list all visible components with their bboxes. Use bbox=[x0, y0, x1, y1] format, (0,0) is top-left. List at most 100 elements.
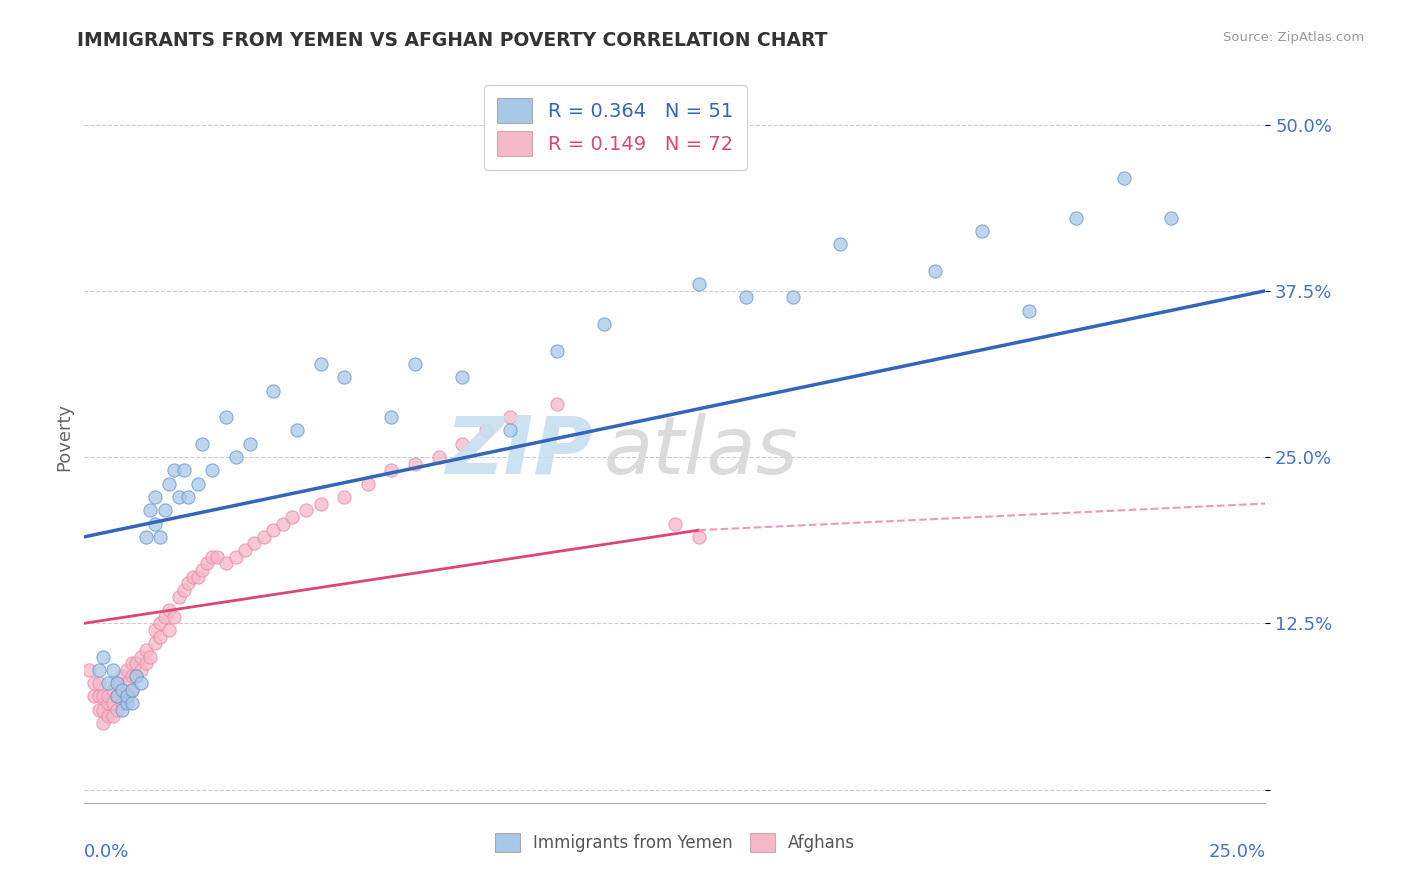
Point bbox=[734, 290, 756, 304]
Point bbox=[215, 410, 238, 425]
Point bbox=[253, 530, 276, 544]
Point bbox=[664, 516, 686, 531]
Point bbox=[91, 703, 114, 717]
Point bbox=[1160, 211, 1182, 225]
Point bbox=[143, 490, 166, 504]
Point bbox=[153, 503, 176, 517]
Point bbox=[782, 290, 804, 304]
Point bbox=[111, 696, 134, 710]
Point bbox=[135, 530, 157, 544]
Point bbox=[262, 523, 284, 537]
Point bbox=[143, 516, 166, 531]
Point bbox=[101, 663, 124, 677]
Point bbox=[121, 682, 143, 697]
Point bbox=[163, 463, 186, 477]
Point bbox=[139, 649, 162, 664]
Legend: Immigrants from Yemen, Afghans: Immigrants from Yemen, Afghans bbox=[486, 824, 863, 860]
Point bbox=[107, 690, 129, 704]
Point bbox=[97, 696, 120, 710]
Point bbox=[380, 410, 402, 425]
Point bbox=[107, 676, 129, 690]
Point bbox=[404, 457, 426, 471]
Point bbox=[125, 656, 148, 670]
Point bbox=[111, 703, 134, 717]
Point bbox=[111, 682, 134, 697]
Point bbox=[239, 436, 262, 450]
Point bbox=[107, 703, 129, 717]
Point bbox=[688, 277, 710, 292]
Point bbox=[1066, 211, 1088, 225]
Point bbox=[1112, 170, 1135, 185]
Point bbox=[187, 570, 209, 584]
Point bbox=[546, 397, 568, 411]
Point bbox=[498, 424, 520, 438]
Point bbox=[129, 676, 152, 690]
Point bbox=[129, 663, 152, 677]
Point bbox=[115, 690, 138, 704]
Point bbox=[107, 690, 129, 704]
Point bbox=[149, 530, 172, 544]
Point bbox=[111, 682, 134, 697]
Point bbox=[177, 490, 200, 504]
Point bbox=[498, 410, 520, 425]
Point bbox=[143, 623, 166, 637]
Point bbox=[201, 463, 224, 477]
Point bbox=[357, 476, 380, 491]
Point bbox=[149, 616, 172, 631]
Point bbox=[380, 463, 402, 477]
Point bbox=[125, 669, 148, 683]
Point bbox=[593, 317, 616, 331]
Point bbox=[111, 669, 134, 683]
Point bbox=[970, 224, 993, 238]
Point bbox=[139, 503, 162, 517]
Point bbox=[243, 536, 266, 550]
Point bbox=[115, 676, 138, 690]
Point bbox=[173, 582, 195, 597]
Point bbox=[281, 509, 304, 524]
Point bbox=[1018, 303, 1040, 318]
Point bbox=[87, 690, 110, 704]
Point bbox=[91, 716, 114, 731]
Point bbox=[135, 643, 157, 657]
Point bbox=[91, 690, 114, 704]
Point bbox=[143, 636, 166, 650]
Point bbox=[187, 476, 209, 491]
Point bbox=[427, 450, 450, 464]
Point bbox=[83, 676, 105, 690]
Point bbox=[191, 563, 214, 577]
Point bbox=[149, 630, 172, 644]
Point bbox=[167, 590, 190, 604]
Text: 25.0%: 25.0% bbox=[1208, 843, 1265, 861]
Y-axis label: Poverty: Poverty bbox=[55, 403, 73, 471]
Point bbox=[97, 709, 120, 723]
Point bbox=[830, 237, 852, 252]
Point bbox=[309, 497, 332, 511]
Point bbox=[97, 676, 120, 690]
Point bbox=[451, 436, 474, 450]
Point bbox=[157, 476, 180, 491]
Text: Source: ZipAtlas.com: Source: ZipAtlas.com bbox=[1223, 31, 1364, 45]
Point bbox=[225, 450, 247, 464]
Point bbox=[295, 503, 318, 517]
Point bbox=[87, 676, 110, 690]
Point bbox=[195, 557, 218, 571]
Point bbox=[177, 576, 200, 591]
Point bbox=[333, 370, 356, 384]
Point bbox=[163, 609, 186, 624]
Point bbox=[333, 490, 356, 504]
Point bbox=[225, 549, 247, 564]
Point bbox=[285, 424, 308, 438]
Point bbox=[153, 609, 176, 624]
Point bbox=[121, 696, 143, 710]
Point bbox=[309, 357, 332, 371]
Point bbox=[181, 570, 204, 584]
Text: atlas: atlas bbox=[605, 413, 799, 491]
Text: ZIP: ZIP bbox=[444, 413, 592, 491]
Point bbox=[262, 384, 284, 398]
Point bbox=[233, 543, 256, 558]
Point bbox=[97, 690, 120, 704]
Point bbox=[129, 649, 152, 664]
Point bbox=[167, 490, 190, 504]
Point bbox=[201, 549, 224, 564]
Point bbox=[83, 690, 105, 704]
